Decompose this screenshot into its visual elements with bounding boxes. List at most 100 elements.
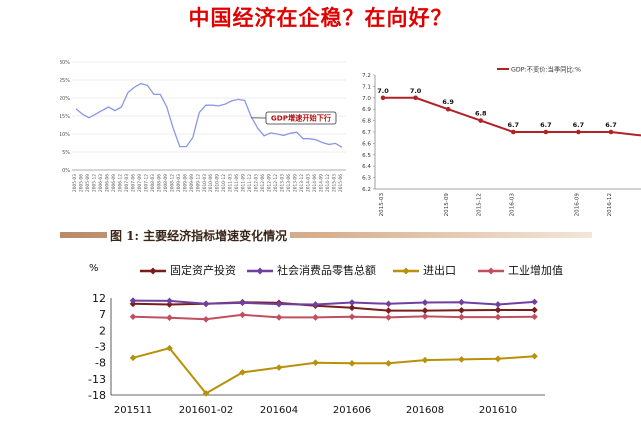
x-tick-label: 201511 (114, 405, 152, 416)
x-tick-label: 201608 (406, 405, 444, 416)
series-2-point (275, 364, 283, 371)
series-3-point (239, 311, 246, 319)
series-3-point (421, 313, 429, 320)
series-3-point (275, 314, 283, 321)
x-tick-label: 2010-03 (202, 174, 208, 192)
series-3-point (312, 314, 319, 321)
data-label: 6.7 (540, 121, 552, 129)
series-0-point (166, 301, 173, 308)
series-0-point (531, 306, 538, 314)
y-tick-label: -18 (88, 389, 106, 402)
series-0-point (385, 307, 392, 314)
x-tick-label: 2011-06 (234, 174, 240, 192)
page-title: 中国经济在企稳？在向好？ (188, 6, 453, 30)
series-1-point (202, 300, 210, 308)
data-label: 6.8 (475, 110, 487, 118)
caption-divider (60, 232, 592, 238)
x-tick-label: 2007-03 (124, 174, 130, 192)
series-3-point (494, 313, 502, 321)
x-tick-label: 2005-03 (72, 174, 78, 192)
legend-label-fixed-investment: 固定资产投资 (170, 264, 236, 277)
y-tick-label: 6.5 (362, 153, 371, 159)
series-2-point (202, 390, 210, 397)
x-tick-label: 2011-09 (241, 174, 247, 192)
x-tick-label: 2015-03 (379, 193, 385, 217)
x-tick-label: 2012-06 (260, 174, 266, 192)
series-2-point (129, 354, 137, 362)
y-tick-label: 6.7 (362, 130, 371, 136)
x-tick-label: 2006-09 (111, 174, 117, 192)
figure-caption: 图 1: 主要经济指标增速变化情况 (107, 227, 291, 244)
series-2-point (312, 359, 319, 366)
x-tick-label: 2013-09 (293, 174, 299, 192)
series-1-point (166, 297, 173, 305)
x-tick-label: 2016-09 (574, 193, 580, 217)
legend-label: GDP:不变价:当季同比:% (511, 65, 581, 74)
indicators-legend: 固定资产投资 社会消费品零售总额 进出口 工业增加值 (140, 262, 640, 278)
y-tick-label: 30% (60, 60, 70, 66)
series-line-1 (132, 299, 535, 306)
x-tick-label: 2015-12 (477, 193, 483, 216)
x-tick-label: 2009-03 (176, 174, 182, 192)
x-tick-label: 2015-03 (332, 174, 338, 192)
data-point (413, 95, 418, 101)
x-tick-label: 201601-02 (179, 405, 234, 416)
x-tick-label: 2015-09 (444, 193, 450, 217)
y-tick-label: 7 (99, 308, 106, 321)
data-label: 6.9 (442, 98, 454, 106)
series-0-point (458, 306, 465, 314)
data-label: 6.7 (508, 121, 520, 129)
legend-label-trade: 进出口 (423, 264, 456, 277)
data-point (543, 129, 549, 135)
legend-item-trade: 进出口 (393, 262, 456, 278)
series-1-point (531, 298, 538, 306)
y-tick-label: -13 (88, 373, 106, 386)
gdp-history-chart: 0% 5% 10% 15% 20% 25% 30% 2005-03 2005-06 2005-09… (60, 60, 346, 192)
series-2-point (458, 356, 465, 363)
gdp-quarterly-line (383, 96, 641, 137)
y-tick-label: 6.3 (362, 176, 371, 182)
x-tick-label: 2013-06 (286, 174, 292, 192)
x-tick-label: 2015-06 (338, 174, 344, 192)
gdp-history-line (75, 82, 343, 148)
x-tick-label: 2012-09 (267, 174, 273, 192)
annotation-box (265, 111, 337, 125)
x-tick-label: 2005-09 (85, 174, 91, 192)
y-tick-label: 5% (62, 150, 70, 156)
data-point (510, 129, 516, 135)
y-tick-label: 7.1 (362, 84, 371, 90)
x-tick-label: 2007-12 (143, 174, 149, 192)
y-tick-label: -3 (95, 341, 106, 354)
series-1-point (421, 299, 429, 306)
series-2-point (421, 356, 429, 364)
series-2-point (166, 344, 173, 352)
x-tick-label: 2016-03 (509, 193, 515, 217)
y-tick-label: 7.2 (362, 73, 371, 79)
data-point (478, 118, 484, 123)
y-tick-label: 6.4 (362, 164, 371, 170)
y-tick-label: 6.8 (362, 119, 371, 125)
series-2-point (494, 355, 502, 363)
y-tick-label: 10% (60, 132, 70, 138)
y-tick-label: 6.9 (362, 107, 371, 113)
series-3-point (348, 313, 356, 321)
x-tick-label: 2012-12 (273, 174, 279, 192)
y-tick-label: 6.2 (362, 187, 371, 193)
x-tick-label: 2011-12 (247, 174, 253, 192)
y-tick-label: 7.0 (362, 96, 371, 102)
x-tick-label: 2012-03 (254, 174, 260, 192)
series-1-point (348, 299, 356, 306)
y-tick-label: 0% (62, 168, 70, 174)
legend-item-retail-sales: 社会消费品零售总额 (247, 262, 376, 278)
y-tick-label: -8 (95, 357, 106, 370)
data-label: 6.7 (573, 121, 585, 129)
legend-item-fixed-investment: 固定资产投资 (140, 262, 236, 278)
x-tick-label: 2014-06 (312, 174, 318, 192)
x-tick-label: 201610 (479, 405, 517, 416)
series-3-point (458, 313, 465, 321)
x-tick-label: 2016-12 (607, 193, 613, 216)
x-tick-label: 2013-12 (299, 174, 305, 192)
series-1-point (129, 297, 137, 304)
y-tick-label: 25% (60, 78, 70, 84)
x-tick-label: 2009-09 (189, 174, 195, 192)
